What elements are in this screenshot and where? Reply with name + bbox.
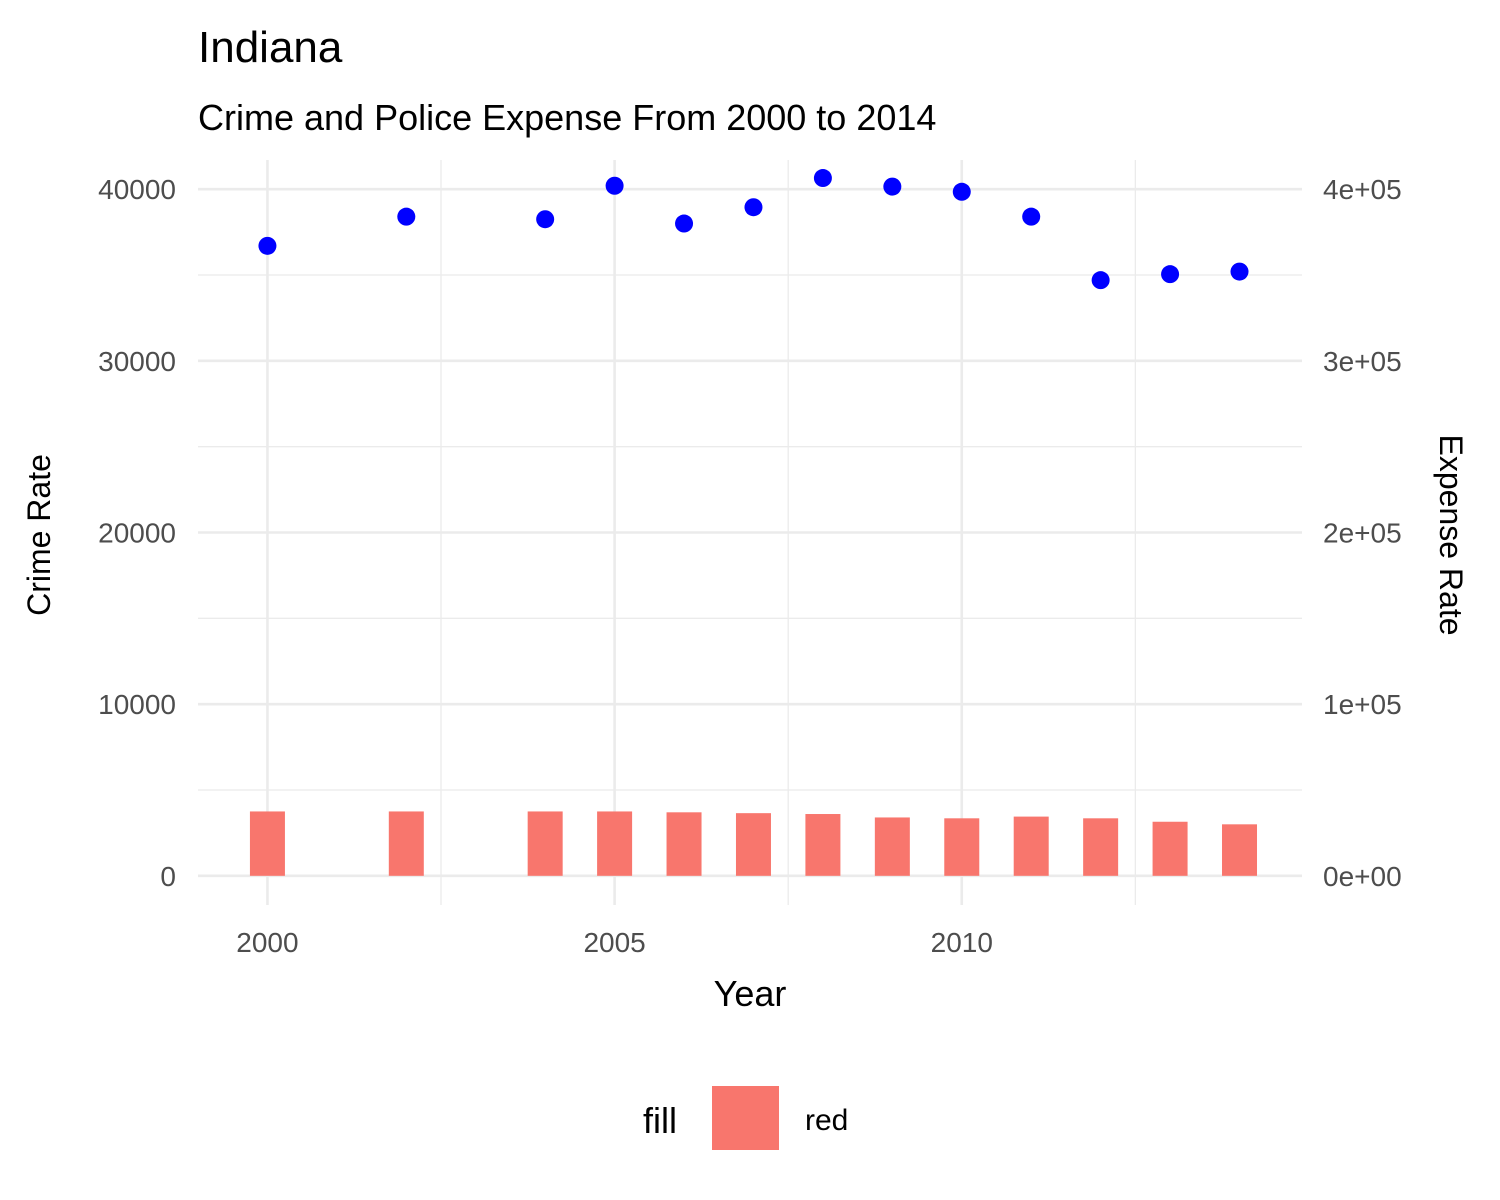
x-tick-label: 2000: [236, 927, 298, 958]
crime-rate-bar: [527, 811, 563, 876]
crime-rate-bar: [597, 811, 633, 876]
major-gridlines: [198, 160, 1302, 905]
expense-rate-point: [952, 182, 971, 201]
crime-rate-bar: [735, 813, 771, 876]
legend-swatch-red: [712, 1086, 779, 1150]
expense-rate-point: [813, 169, 832, 188]
crime-rate-bar: [388, 811, 424, 876]
x-axis-title: Year: [714, 973, 787, 1014]
crime-rate-bars: [249, 811, 1258, 876]
right-y-tick-label: 1e+05: [1323, 689, 1402, 720]
left-y-tick-label: 40000: [98, 174, 176, 205]
crime-rate-bar: [1222, 824, 1258, 876]
x-tick-label: 2010: [931, 927, 993, 958]
chart-subtitle: Crime and Police Expense From 2000 to 20…: [198, 97, 936, 138]
left-y-tick-label: 20000: [98, 518, 176, 549]
left-y-tick-label: 30000: [98, 346, 176, 377]
x-tick-label: 2005: [583, 927, 645, 958]
legend-label-red: red: [805, 1104, 848, 1137]
left-y-axis-title: Crime Rate: [21, 454, 57, 616]
right-y-tick-label: 2e+05: [1323, 518, 1402, 549]
expense-rate-point: [675, 214, 694, 233]
crime-rate-bar: [1083, 818, 1119, 876]
expense-rate-point: [258, 236, 277, 255]
left-y-tick-label: 10000: [98, 689, 176, 720]
right-y-tick-label: 3e+05: [1323, 346, 1402, 377]
crime-rate-bar: [1152, 821, 1188, 876]
legend: fill red: [643, 1086, 848, 1150]
crime-rate-bar: [1013, 816, 1049, 876]
crime-rate-bar: [874, 817, 910, 876]
crime-rate-bar: [805, 814, 841, 876]
expense-rate-point: [1230, 262, 1249, 281]
expense-rate-point: [744, 198, 763, 217]
expense-rate-point: [883, 177, 902, 196]
expense-rate-point: [1091, 271, 1110, 290]
right-y-tick-label: 4e+05: [1323, 174, 1402, 205]
expense-rate-points: [258, 169, 1249, 290]
left-y-axis-ticks: 0 10000 20000 30000 40000: [98, 174, 176, 892]
chart-title: Indiana: [198, 23, 343, 72]
crime-rate-bar: [666, 812, 702, 876]
expense-rate-point: [605, 176, 624, 195]
left-y-tick-label: 0: [160, 861, 176, 892]
expense-rate-point: [536, 210, 555, 229]
right-y-axis-title: Expense Rate: [1433, 434, 1469, 635]
expense-rate-point: [1022, 207, 1041, 226]
expense-rate-point: [1161, 265, 1180, 284]
right-y-axis-ticks: 0e+00 1e+05 2e+05 3e+05 4e+05: [1323, 174, 1402, 892]
x-axis-ticks: 2000 2005 2010: [236, 927, 993, 958]
crime-rate-bar: [944, 818, 980, 876]
legend-title: fill: [643, 1100, 677, 1141]
right-y-tick-label: 0e+00: [1323, 861, 1402, 892]
crime-rate-bar: [249, 811, 285, 876]
expense-rate-point: [397, 207, 416, 226]
